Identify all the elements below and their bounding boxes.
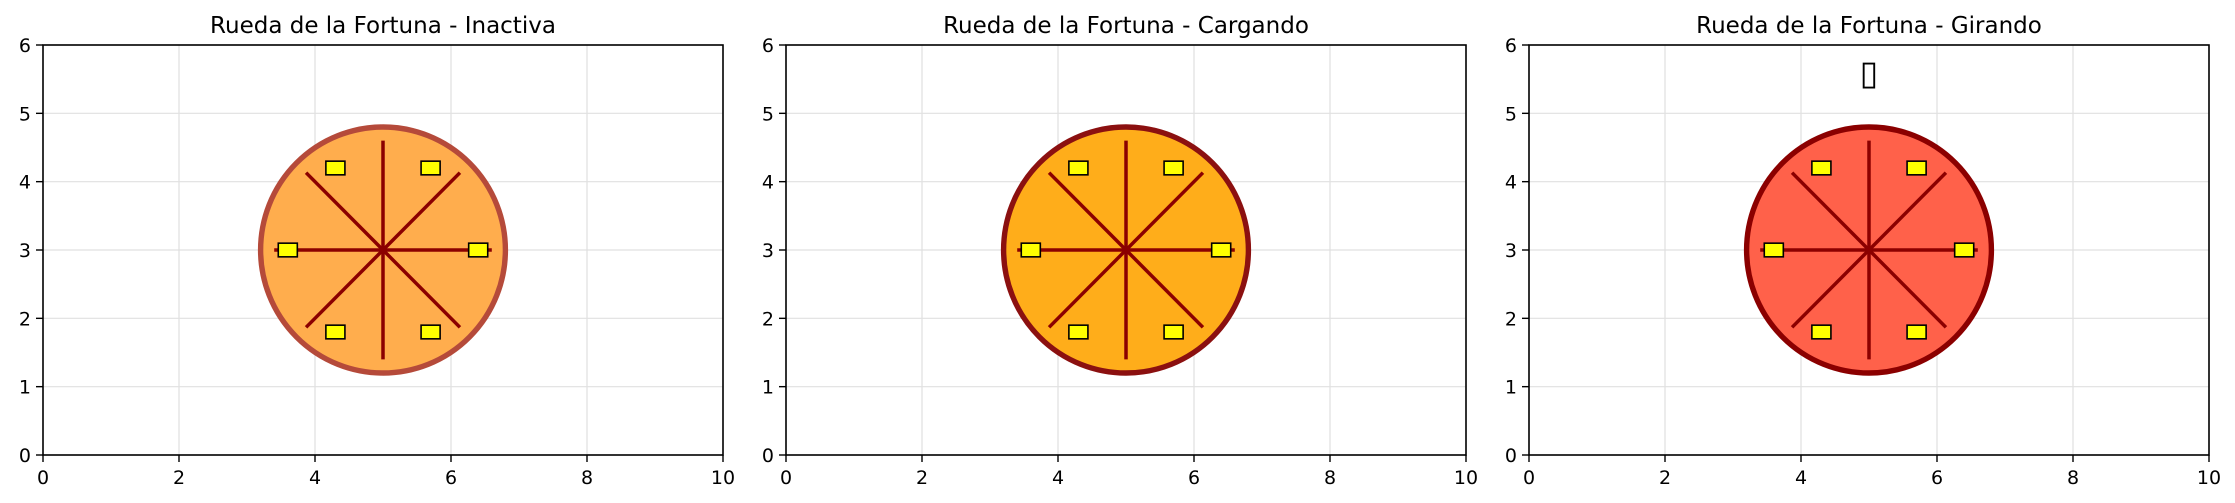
x-tick-label: 10 [1454,467,1478,489]
x-tick-label: 4 [309,467,321,489]
status-glyph: ▯ [1860,53,1879,93]
x-tick-label: 10 [711,467,735,489]
wheel-spoke [1790,248,1871,329]
y-tick-label: 0 [19,445,31,467]
x-tick-label: 0 [780,467,792,489]
chart-panel-1: 0 2 4 6 8 10 0 1 2 3 4 5 6 Rueda de la Fortuna - Inac… [19,13,735,489]
x-tick-label: 0 [37,467,49,489]
cabin [467,242,489,258]
x-tick-label: 8 [581,467,593,489]
cabin [1906,160,1927,176]
cabin [277,242,299,258]
x-tick-label: 6 [1931,467,1943,489]
cabin [1163,324,1184,340]
y-tick-label: 3 [762,240,774,262]
y-tick-label: 6 [1505,35,1517,57]
x-tick-label: 2 [1659,467,1671,489]
cabin [325,160,346,176]
y-tick-label: 6 [19,35,31,57]
y-tick-label: 0 [1505,445,1517,467]
x-tick-label: 6 [1188,467,1200,489]
wheel-spoke [1867,248,1948,329]
cabin [1811,324,1832,340]
wheel-spoke [1124,248,1205,329]
y-tick-label: 1 [1505,377,1517,399]
wheel-spoke [304,171,385,252]
y-tick-label: 1 [762,377,774,399]
cabin [420,160,441,176]
cabin [1953,242,1975,258]
chart-title: Rueda de la Fortuna - Girando [1696,13,2042,39]
y-tick-label: 5 [1505,103,1517,125]
x-tick-label: 2 [173,467,185,489]
cabin [1163,160,1184,176]
cabin [325,324,346,340]
x-tick-label: 10 [2197,467,2221,489]
wheel-spoke [381,171,462,252]
wheel-spoke [1047,248,1128,329]
wheel-spoke [381,248,462,329]
chart-panel-3: ▯ 0 2 4 6 8 10 0 1 2 3 4 5 6 Rueda de la Fortuna - Gir… [1505,13,2221,489]
x-tick-label: 2 [916,467,928,489]
x-tick-label: 8 [2067,467,2079,489]
y-tick-label: 2 [762,308,774,330]
y-tick-label: 5 [762,103,774,125]
cabin [1068,160,1089,176]
cabin [1020,242,1042,258]
y-tick-label: 2 [19,308,31,330]
wheel-spoke [1790,171,1871,252]
cabin [420,324,441,340]
y-tick-label: 4 [1505,172,1517,194]
wheel-spoke [1867,171,1948,252]
cabin [1068,324,1089,340]
y-tick-label: 4 [762,172,774,194]
y-tick-label: 1 [19,377,31,399]
cabin [1811,160,1832,176]
x-tick-label: 0 [1523,467,1535,489]
y-tick-label: 3 [1505,240,1517,262]
y-tick-label: 6 [762,35,774,57]
wheel-spoke [1124,171,1205,252]
y-tick-label: 0 [762,445,774,467]
y-tick-label: 2 [1505,308,1517,330]
cabin [1210,242,1232,258]
chart-title: Rueda de la Fortuna - Inactiva [210,13,556,39]
x-tick-label: 4 [1795,467,1807,489]
chart-title: Rueda de la Fortuna - Cargando [943,13,1309,39]
x-tick-label: 8 [1324,467,1336,489]
cabin [1763,242,1785,258]
y-tick-label: 5 [19,103,31,125]
x-tick-label: 6 [445,467,457,489]
chart-panel-2: 0 2 4 6 8 10 0 1 2 3 4 5 6 Rueda de la Fortuna - Carg… [762,13,1478,489]
y-tick-label: 4 [19,172,31,194]
y-tick-label: 3 [19,240,31,262]
cabin [1906,324,1927,340]
x-tick-label: 4 [1052,467,1064,489]
wheel-spoke [304,248,385,329]
wheel-spoke [1047,171,1128,252]
